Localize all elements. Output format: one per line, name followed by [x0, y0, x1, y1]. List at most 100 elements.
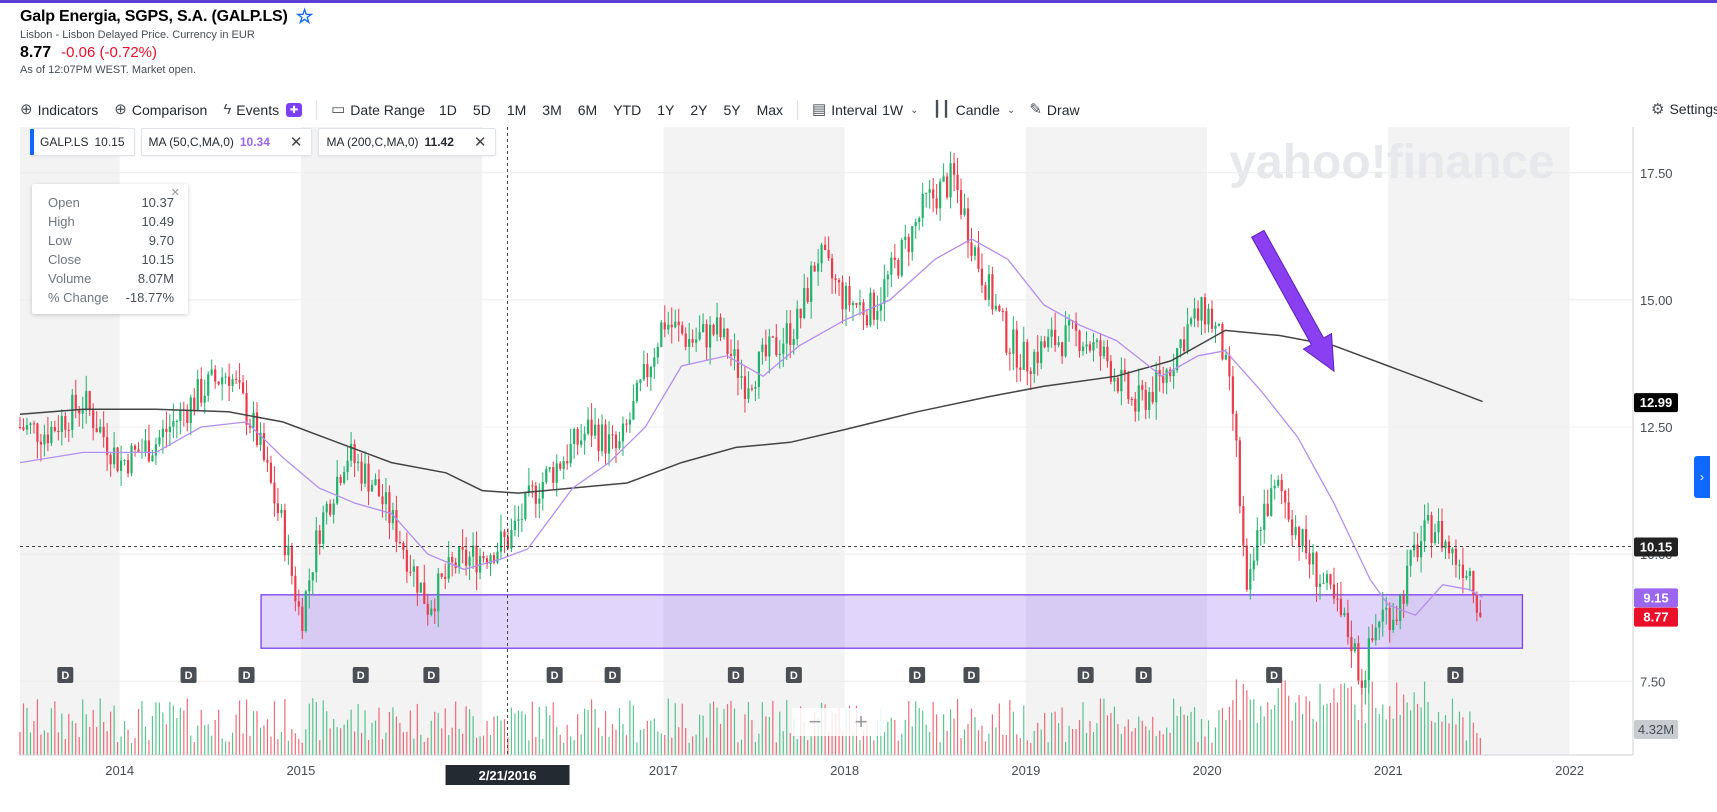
range-6m[interactable]: 6M: [577, 102, 598, 118]
candle-body: [203, 395, 206, 403]
draw-button[interactable]: ✎ Draw: [1029, 102, 1079, 118]
tooltip-key: Low: [48, 233, 72, 248]
range-5d[interactable]: 5D: [472, 102, 491, 118]
candle-body: [116, 447, 119, 471]
comparison-button[interactable]: ⊕ Comparison: [114, 102, 207, 118]
candle-body: [1385, 607, 1388, 610]
candle-body: [1263, 503, 1266, 530]
candle-body: [886, 274, 889, 280]
range-max[interactable]: Max: [756, 102, 784, 118]
candle-body: [1360, 680, 1363, 688]
range-5y[interactable]: 5Y: [723, 102, 741, 118]
candle-body: [959, 190, 963, 215]
candle-body: [503, 531, 506, 537]
candle-body: [1270, 488, 1273, 516]
range-1d[interactable]: 1D: [439, 102, 457, 118]
y-tick-label: 7.50: [1640, 674, 1665, 689]
candle-body: [1304, 529, 1308, 554]
candle-body: [803, 287, 806, 319]
close-icon[interactable]: ✕: [473, 134, 487, 151]
candle-body: [283, 509, 286, 556]
candle-body: [893, 257, 896, 260]
chart-type-button[interactable]: ┃┃ Candle ⌄: [933, 102, 1016, 118]
dividend-marker: [604, 667, 621, 683]
ma200-line: [19, 329, 1483, 494]
close-icon[interactable]: ✕: [170, 187, 180, 199]
candle-body: [1029, 371, 1032, 374]
candle-body: [343, 472, 346, 483]
expand-panel-button[interactable]: ›: [1694, 456, 1710, 498]
indicators-button[interactable]: ⊕ Indicators: [20, 102, 98, 118]
tooltip-row: Open 10.37: [32, 193, 188, 212]
candle-body: [1134, 399, 1137, 412]
chip-ma50[interactable]: MA (50,C,MA,0) 10.34 ✕: [140, 128, 313, 156]
candle-body: [778, 353, 781, 356]
events-button[interactable]: ϟ Events ✚: [223, 102, 303, 118]
support-zone[interactable]: [260, 594, 1524, 649]
range-1y[interactable]: 1Y: [657, 102, 675, 118]
candle-body: [813, 265, 816, 272]
year-band: [663, 127, 845, 755]
candle-body: [925, 192, 928, 194]
candle-body: [715, 317, 719, 335]
candle-body: [92, 410, 95, 429]
watchlist-star-icon[interactable]: ☆: [295, 6, 314, 28]
dividend-marker-label: D: [968, 670, 976, 682]
candle-body: [280, 509, 283, 514]
candle-body: [301, 606, 304, 631]
candle-body: [952, 163, 956, 175]
dividend-marker: [1135, 667, 1152, 683]
date-range-button[interactable]: ▭ Date Range: [331, 102, 425, 118]
candle-body: [370, 485, 374, 492]
dividend-marker: [1077, 667, 1094, 683]
settings-button[interactable]: ⚙ Settings: [1651, 100, 1717, 118]
candle-body: [1008, 352, 1011, 354]
range-3m[interactable]: 3M: [542, 102, 562, 118]
chip-symbol[interactable]: GALP.LS 10.15: [30, 128, 135, 156]
interval-button[interactable]: ▤ Interval 1W ⌄: [812, 102, 919, 118]
tooltip-key: Open: [48, 195, 80, 210]
range-1m[interactable]: 1M: [506, 102, 527, 118]
chip-ma200[interactable]: MA (200,C,MA,0) 11.42 ✕: [318, 128, 497, 156]
ma200-path: [19, 329, 1483, 494]
candle-body: [1458, 564, 1461, 566]
candle-body: [119, 460, 123, 471]
top-accent-bar: [0, 0, 1717, 3]
candle-body: [1047, 336, 1050, 348]
zoom-out-button[interactable]: −: [808, 709, 822, 734]
range-ytd[interactable]: YTD: [613, 102, 642, 118]
annotation-arrow[interactable]: [1251, 229, 1335, 373]
tooltip-row: High 10.49: [32, 212, 188, 231]
candle-body: [1088, 344, 1092, 351]
candle-body: [1322, 582, 1325, 584]
candle-body: [36, 423, 39, 442]
candle-body: [1468, 571, 1471, 576]
tooltip-key: % Change: [48, 290, 109, 305]
tooltip-row: % Change -18.77%: [32, 288, 188, 307]
candle-body: [949, 163, 952, 198]
candle-body: [618, 441, 621, 449]
chip-symbol-label: GALP.LS: [40, 135, 89, 149]
range-2y[interactable]: 2Y: [690, 102, 708, 118]
candle-body: [1433, 532, 1437, 543]
close-icon[interactable]: ✕: [289, 134, 303, 151]
candle-body: [297, 601, 300, 607]
candle-body: [708, 324, 712, 348]
candle-body: [332, 503, 335, 515]
candle-body: [566, 461, 569, 464]
candle-body: [1381, 609, 1384, 622]
candle-body: [315, 530, 318, 573]
candle-body: [1332, 584, 1336, 599]
dividend-marker-label: D: [61, 670, 69, 682]
candle-body: [883, 279, 886, 304]
tooltip-row: Volume 8.07M: [32, 269, 188, 288]
candle-body: [935, 198, 938, 209]
candle-body: [667, 324, 670, 330]
candle-body: [1399, 595, 1402, 622]
toolbar-divider: [797, 100, 799, 120]
zoom-in-button[interactable]: +: [854, 709, 868, 734]
tooltip-value: 9.70: [148, 233, 174, 248]
candle-body: [722, 328, 726, 338]
